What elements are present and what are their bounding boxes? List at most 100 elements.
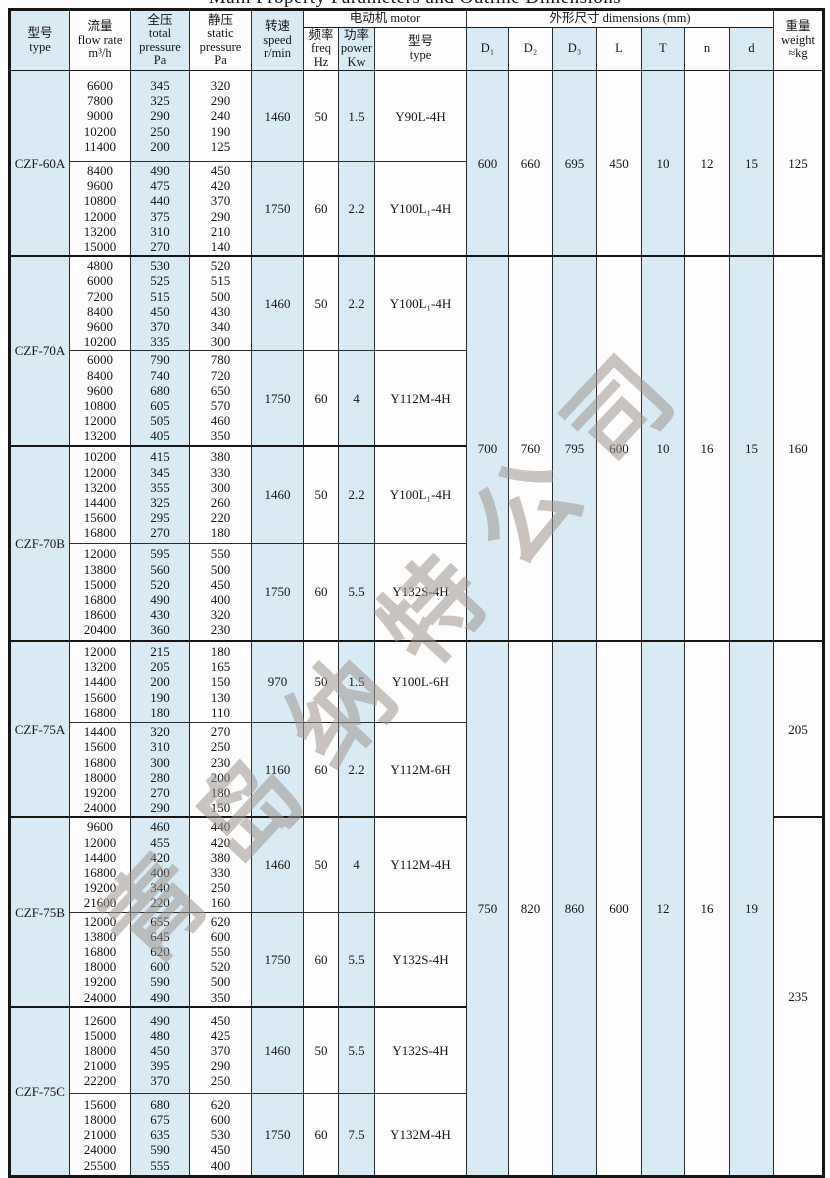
page-title-clip: Main Property Parameters and Outline Dim… [0,0,830,8]
flow-values: 15600 18000 21000 24000 25500 [69,1093,131,1178]
freq-value: 60 [303,350,339,447]
total-pressure-values: 490 475 440 375 310 270 [130,161,190,257]
flow-values: 8400 9600 10800 12000 13200 15000 [69,161,131,257]
total-pressure-values: 680 675 635 590 555 [130,1093,190,1178]
static-pressure-values: 440 420 380 330 250 160 [189,816,252,913]
power-value: 1.5 [338,70,375,162]
power-value: 5.5 [338,543,375,642]
table-row: CZF-60A 6600 7800 9000 10200 11400 345 325 290… [9,70,824,257]
fan-type-cell: CZF-75A [9,639,70,818]
fan-type-cell: CZF-70A [9,255,70,447]
dim-T: 12 [641,639,685,1178]
freq-value: 50 [303,639,339,724]
power-value: 2.2 [338,444,375,545]
motor-type-value: Y112M-4H [374,350,467,447]
dim-T: 10 [641,70,685,257]
static-pressure-values: 620 600 550 520 500 350 [189,911,252,1008]
static-pressure-values: 450 425 370 290 250 [189,1005,252,1095]
table-row: 8400 9600 10800 12000 13200 15000 490 475 440 37… [10,161,824,257]
motor-type-value: Y132S-4H [374,543,467,642]
freq-value: 50 [303,255,339,352]
fan-type-cell: CZF-70B [9,444,70,642]
dim-d2: 760 [508,255,553,642]
power-value: 4 [338,816,375,913]
static-pressure-values: 380 330 300 260 220 180 [189,444,252,545]
total-pressure-values: 790 740 680 605 505 405 [130,350,190,447]
motor-type-value: Y100L₁-4H [374,161,467,257]
flow-values: 10200 12000 13200 14400 15600 16800 [69,444,131,545]
flow-values: 6600 7800 9000 10200 11400 [69,70,131,162]
dim-L: 600 [596,255,642,642]
motor-type-value: Y112M-4H [374,816,467,913]
weight-value: 125 [773,70,824,257]
dim-d1: 600 [466,70,509,257]
dim-T: 10 [641,255,685,642]
fan-spec-table: 型号 type 流量 flow rate m³/h 全压 total pressure Pa… [8,8,825,1178]
dim-L: 450 [596,70,642,257]
dim-d2: 820 [508,639,553,1178]
motor-type-value: Y132S-4H [374,911,467,1008]
speed-value: 1460 [251,1005,304,1095]
speed-value: 1750 [251,543,304,642]
total-pressure-values: 345 325 290 250 200 [130,70,190,162]
static-pressure-values: 520 515 500 430 340 300 [189,255,252,352]
col-header-n: n [684,26,730,71]
weight-value: 235 [773,816,824,1178]
table-row: 12000 13800 16800 18000 19200 24000 655 645 620… [10,911,824,1008]
fan-type-cell: CZF-75B [9,816,70,1008]
total-pressure-values: 320 310 300 280 270 290 [130,722,190,818]
col-header-static-pressure: 静压 static pressure Pa [189,9,252,71]
col-header-d1: D₁ [466,26,509,71]
motor-type-value: Y132M-4H [374,1093,467,1178]
motor-type-value: Y132S-4H [374,1005,467,1095]
page-title: Main Property Parameters and Outline Dim… [0,0,830,8]
dim-d3: 695 [552,70,597,257]
power-value: 7.5 [338,1093,375,1178]
static-pressure-values: 450 420 370 290 210 140 [189,161,252,257]
weight-value: 160 [773,255,824,642]
col-header-d3: D₃ [552,26,597,71]
speed-value: 1460 [251,70,304,162]
speed-value: 1160 [251,722,304,818]
col-header-motor-type: 型号 type [374,26,467,71]
flow-values: 9600 12000 14400 16800 19200 21600 [69,816,131,913]
col-header-power: 功率 power Kw [338,26,375,71]
total-pressure-values: 460 455 420 400 340 220 [130,816,190,913]
power-value: 4 [338,350,375,447]
col-header-speed: 转速 speed r/min [251,9,304,71]
fan-type-cell: CZF-75C [9,1005,70,1178]
dim-d: 15 [729,255,774,642]
col-header-T: T [641,26,685,71]
freq-value: 50 [303,444,339,545]
motor-type-value: Y90L-4H [374,70,467,162]
flow-values: 12000 13800 16800 18000 19200 24000 [69,911,131,1008]
static-pressure-values: 780 720 650 570 460 350 [189,350,252,447]
dim-L: 600 [596,639,642,1178]
dim-n: 12 [684,70,730,257]
speed-value: 1750 [251,350,304,447]
dim-d: 19 [729,639,774,1178]
col-header-freq: 频率 freq Hz [303,26,339,71]
table-row: 14400 15600 16800 18000 19200 24000 320 310 300… [10,722,824,818]
static-pressure-values: 620 600 530 450 400 [189,1093,252,1178]
col-header-d2: D₂ [508,26,553,71]
power-value: 2.2 [338,255,375,352]
freq-value: 60 [303,911,339,1008]
fan-type-cell: CZF-60A [9,70,70,257]
dim-d3: 795 [552,255,597,642]
dim-d1: 750 [466,639,509,1178]
col-header-type: 型号 type [9,9,70,71]
total-pressure-values: 530 525 515 450 370 335 [130,255,190,352]
static-pressure-values: 320 290 240 190 125 [189,70,252,162]
table-row: 12000 13800 15000 16800 18600 20400 595 560 520… [10,543,824,642]
static-pressure-values: 180 165 150 130 110 [189,639,252,724]
dim-n: 16 [684,639,730,1178]
dim-d3: 860 [552,639,597,1178]
static-pressure-values: 270 250 230 200 180 150 [189,722,252,818]
header-row-2: 频率 freq Hz 功率 power Kw 型号 type D₁ D₂ D₃ L T n… [10,26,824,71]
total-pressure-values: 415 345 355 325 295 270 [130,444,190,545]
dim-d: 15 [729,70,774,257]
total-pressure-values: 215 205 200 190 180 [130,639,190,724]
table-row: CZF-70B 10200 12000 13200 14400 15600 16800 4… [9,444,824,642]
freq-value: 60 [303,543,339,642]
